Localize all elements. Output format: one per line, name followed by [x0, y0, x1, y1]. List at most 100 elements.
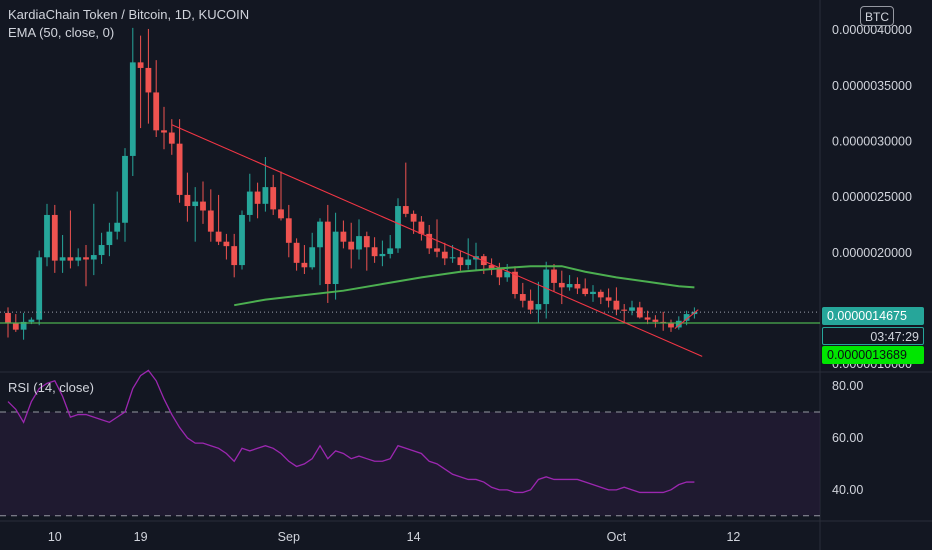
- candle-body: [387, 248, 394, 254]
- candle-body: [449, 257, 456, 259]
- candle-body: [51, 214, 58, 261]
- candle-body: [98, 245, 105, 256]
- price-tick-label: 0.0000040000: [832, 23, 912, 37]
- candle-body: [301, 262, 308, 268]
- candle-body: [551, 269, 557, 283]
- candle-body: [605, 297, 612, 301]
- candle-body: [207, 210, 214, 232]
- candle-body: [90, 255, 97, 260]
- candle-body: [558, 282, 565, 288]
- candle-body: [512, 271, 518, 295]
- candle-body: [434, 248, 440, 252]
- candle-body: [465, 259, 472, 266]
- candle-body: [324, 221, 331, 285]
- candle-body: [278, 209, 284, 219]
- candle-body: [106, 231, 113, 246]
- price-tick-label: 0.0000030000: [832, 134, 912, 148]
- candle-body: [200, 201, 206, 211]
- time-tick-label: 12: [726, 530, 740, 544]
- candle-body: [340, 231, 347, 242]
- candle-body: [582, 288, 589, 295]
- candle-body: [332, 231, 339, 285]
- candle-body: [543, 269, 550, 305]
- candle-body: [683, 314, 690, 321]
- candle-body: [36, 257, 43, 320]
- candle-body: [176, 143, 183, 195]
- chart-title: KardiaChain Token / Bitcoin, 1D, KUCOIN: [8, 7, 250, 22]
- candle-body: [574, 284, 581, 289]
- candle-body: [262, 187, 269, 204]
- price-tick-label: 0.0000020000: [832, 246, 912, 260]
- candle-body: [488, 265, 495, 269]
- price-axis[interactable]: 0.0000040000 0.0000035000 0.0000030000 0.00…: [832, 23, 912, 371]
- candle-body: [293, 242, 300, 263]
- candle-body: [535, 304, 542, 310]
- candle-body: [67, 257, 74, 261]
- candle-body: [28, 319, 35, 322]
- price-tick-label: 0.0000025000: [832, 190, 912, 204]
- ema-indicator-label[interactable]: EMA (50, close, 0): [8, 25, 115, 40]
- rsi-tick-label: 60.00: [832, 431, 863, 445]
- candle-body: [441, 251, 448, 259]
- candle-body: [122, 155, 128, 223]
- candle-body: [527, 300, 534, 310]
- time-tick-label: 10: [48, 530, 62, 544]
- currency-badge[interactable]: BTC: [860, 6, 894, 26]
- candle-body: [129, 62, 136, 156]
- candle-body: [231, 246, 238, 266]
- candle-body: [597, 291, 604, 298]
- candle-body: [317, 221, 323, 248]
- time-tick-label: Oct: [607, 530, 627, 544]
- rsi-line: [7, 369, 695, 494]
- candle-body: [644, 317, 651, 320]
- drawings: [0, 124, 820, 357]
- time-tick-label: Sep: [278, 530, 300, 544]
- candle-body: [145, 67, 152, 93]
- candle-body: [285, 218, 292, 243]
- candle-body: [184, 194, 191, 207]
- breakout-line: [674, 309, 699, 329]
- candle-body: [668, 322, 674, 328]
- candle-body: [239, 214, 245, 266]
- candle-body: [270, 187, 277, 210]
- rsi-indicator-label[interactable]: RSI (14, close): [8, 380, 94, 395]
- candle-body: [519, 294, 526, 301]
- candle-body: [636, 307, 643, 318]
- candle-body: [675, 320, 682, 328]
- rsi-band: [0, 411, 820, 517]
- candle-body: [192, 201, 199, 207]
- candle-body: [44, 214, 50, 258]
- rsi-axis[interactable]: 80.00 60.00 40.00: [832, 379, 863, 497]
- candle-body: [363, 236, 370, 248]
- time-tick-label: 14: [407, 530, 421, 544]
- candle-body: [371, 247, 378, 257]
- candle-body: [223, 241, 230, 247]
- candle-body: [137, 62, 144, 68]
- candle-body: [20, 321, 27, 330]
- candle-body: [395, 206, 401, 249]
- candle-body: [153, 92, 160, 131]
- candle-body: [161, 130, 167, 133]
- candle-body: [75, 257, 82, 261]
- candlestick-series: [5, 27, 698, 340]
- candle-body: [629, 307, 635, 311]
- candle-body: [496, 268, 503, 278]
- candle-body: [356, 236, 362, 250]
- time-axis[interactable]: 10 19 Sep 14 Oct 12: [48, 530, 741, 544]
- ema-value-tag: 0.0000013689: [822, 346, 924, 364]
- rsi-series: [7, 369, 695, 494]
- time-tick-label: 19: [134, 530, 148, 544]
- last-price-tag: 0.0000014675: [822, 307, 924, 325]
- candle-body: [5, 312, 11, 323]
- countdown-tag: 03:47:29: [822, 327, 924, 345]
- candle-body: [590, 291, 596, 295]
- candle-body: [410, 213, 417, 222]
- descending-trendline: [171, 124, 703, 357]
- candle-body: [426, 233, 433, 249]
- candle-body: [566, 284, 573, 288]
- rsi-band-fill: [0, 411, 820, 516]
- candle-body: [613, 300, 620, 310]
- rsi-tick-label: 40.00: [832, 483, 863, 497]
- candle-body: [457, 257, 464, 266]
